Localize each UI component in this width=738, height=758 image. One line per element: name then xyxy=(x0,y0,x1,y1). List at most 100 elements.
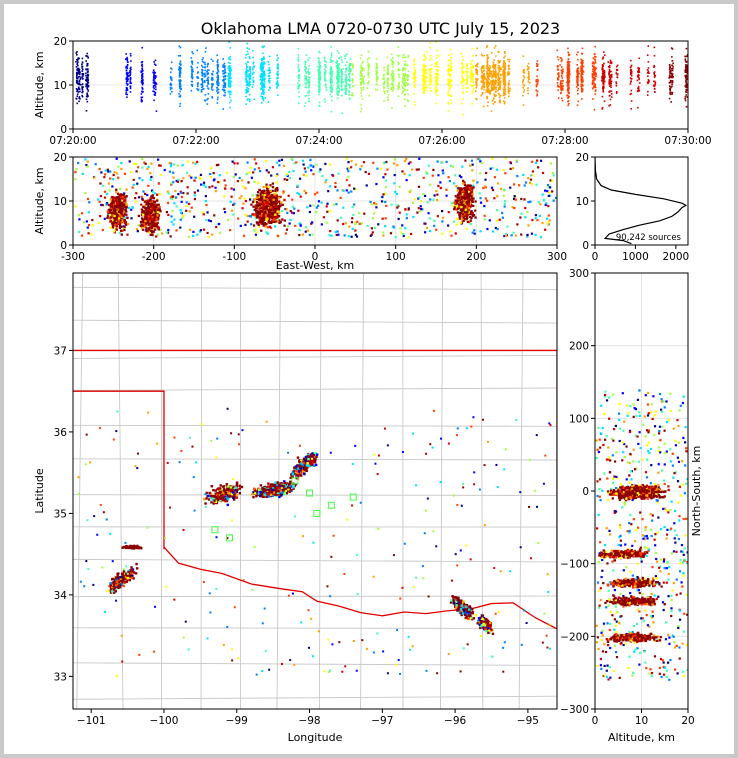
time-height-source xyxy=(470,63,473,65)
time-height-source xyxy=(203,73,206,76)
ew-height-source xyxy=(285,208,288,211)
ew-height-source xyxy=(423,194,427,198)
time-height-source xyxy=(466,79,468,82)
ew-height-source xyxy=(224,187,227,190)
time-height-source xyxy=(336,50,339,52)
ew-height-source xyxy=(298,233,301,237)
time-height-source xyxy=(140,96,143,99)
ew-height-source xyxy=(541,171,545,175)
time-height-source xyxy=(262,97,264,99)
time-height-source xyxy=(593,62,596,65)
time-height-source xyxy=(383,78,385,80)
time-height-source xyxy=(503,74,506,77)
time-height-source xyxy=(223,66,226,69)
time-height-source xyxy=(653,84,655,87)
time-height-source xyxy=(527,80,530,83)
time-height-source xyxy=(197,82,199,85)
time-height-source xyxy=(503,51,506,53)
time-height-source xyxy=(386,80,389,82)
time-height-source xyxy=(503,94,506,96)
time-height-source xyxy=(197,61,199,64)
time-height-source xyxy=(201,72,204,74)
time-height-source xyxy=(436,68,439,71)
time-height-source xyxy=(305,54,308,56)
time-height-source xyxy=(435,72,438,75)
ew-height-source xyxy=(236,180,239,183)
time-height-source xyxy=(211,72,213,75)
time-height-source xyxy=(262,71,264,73)
time-height-source xyxy=(581,90,583,93)
time-height-source xyxy=(608,85,611,87)
time-height-source xyxy=(610,70,612,73)
time-height-xtick-label: 07:28:00 xyxy=(541,135,588,147)
ew-height-source xyxy=(100,203,103,207)
time-height-source xyxy=(653,71,656,73)
time-height-source xyxy=(203,81,206,84)
time-height-source xyxy=(638,89,641,92)
time-height-source xyxy=(317,65,319,68)
ew-height-source xyxy=(404,159,407,163)
time-height-source xyxy=(502,69,505,72)
ew-height-source xyxy=(524,181,528,184)
ew-height-source xyxy=(246,215,249,218)
time-height-source xyxy=(211,73,214,76)
ew-height-source xyxy=(109,177,112,180)
time-height-source xyxy=(536,65,539,67)
time-height-source xyxy=(229,101,231,104)
ew-height-source xyxy=(105,202,109,205)
time-height-source xyxy=(424,82,426,85)
time-height-source xyxy=(476,73,479,76)
ew-height-source xyxy=(289,218,292,221)
time-height-source xyxy=(488,90,490,93)
time-height-source xyxy=(559,81,562,84)
time-height-source xyxy=(502,68,505,71)
time-height-source xyxy=(191,61,193,64)
time-height-source xyxy=(216,82,219,85)
ew-height-source xyxy=(392,225,395,228)
time-height-source xyxy=(152,85,155,87)
ew-height-source xyxy=(99,214,102,218)
time-height-source xyxy=(261,57,264,60)
time-height-source xyxy=(179,85,182,87)
time-height-source xyxy=(201,60,204,63)
time-height-source xyxy=(245,81,248,83)
time-height-source xyxy=(397,85,399,88)
time-height-source xyxy=(367,72,370,74)
time-height-source xyxy=(429,76,432,78)
time-height-source xyxy=(567,89,570,92)
ew-height-source xyxy=(418,196,421,199)
time-height-source xyxy=(392,80,395,83)
time-height-source xyxy=(352,65,354,67)
time-height-source xyxy=(348,63,351,66)
time-height-source xyxy=(685,86,688,89)
time-height-source xyxy=(595,73,597,76)
ew-height-source xyxy=(307,166,310,169)
time-height-source xyxy=(647,70,650,73)
ew-height-source xyxy=(86,165,89,168)
ew-height-source xyxy=(275,217,278,221)
time-height-source xyxy=(297,82,299,85)
ew-height-source xyxy=(422,192,425,196)
time-height-source xyxy=(475,83,478,85)
time-height-source xyxy=(630,74,633,77)
ew-height-source xyxy=(121,193,125,197)
ew-height-source xyxy=(135,192,138,195)
time-height-source xyxy=(499,74,502,77)
time-height-source xyxy=(307,70,310,72)
ew-height-source xyxy=(311,233,314,236)
time-height-source xyxy=(669,87,671,90)
time-height-source xyxy=(386,56,389,59)
ew-height-source xyxy=(223,195,226,198)
time-height-source xyxy=(601,70,604,73)
time-height-source xyxy=(308,80,311,83)
time-height-source xyxy=(503,70,506,73)
time-height-source xyxy=(318,50,320,53)
ew-height-source xyxy=(252,171,255,174)
time-height-source xyxy=(332,60,334,62)
ew-height-source xyxy=(87,223,91,227)
ew-height-source xyxy=(416,211,419,214)
time-height-source xyxy=(252,81,255,83)
time-height-source xyxy=(560,79,562,82)
ew-height-source xyxy=(436,193,439,196)
time-height-source xyxy=(474,81,477,83)
